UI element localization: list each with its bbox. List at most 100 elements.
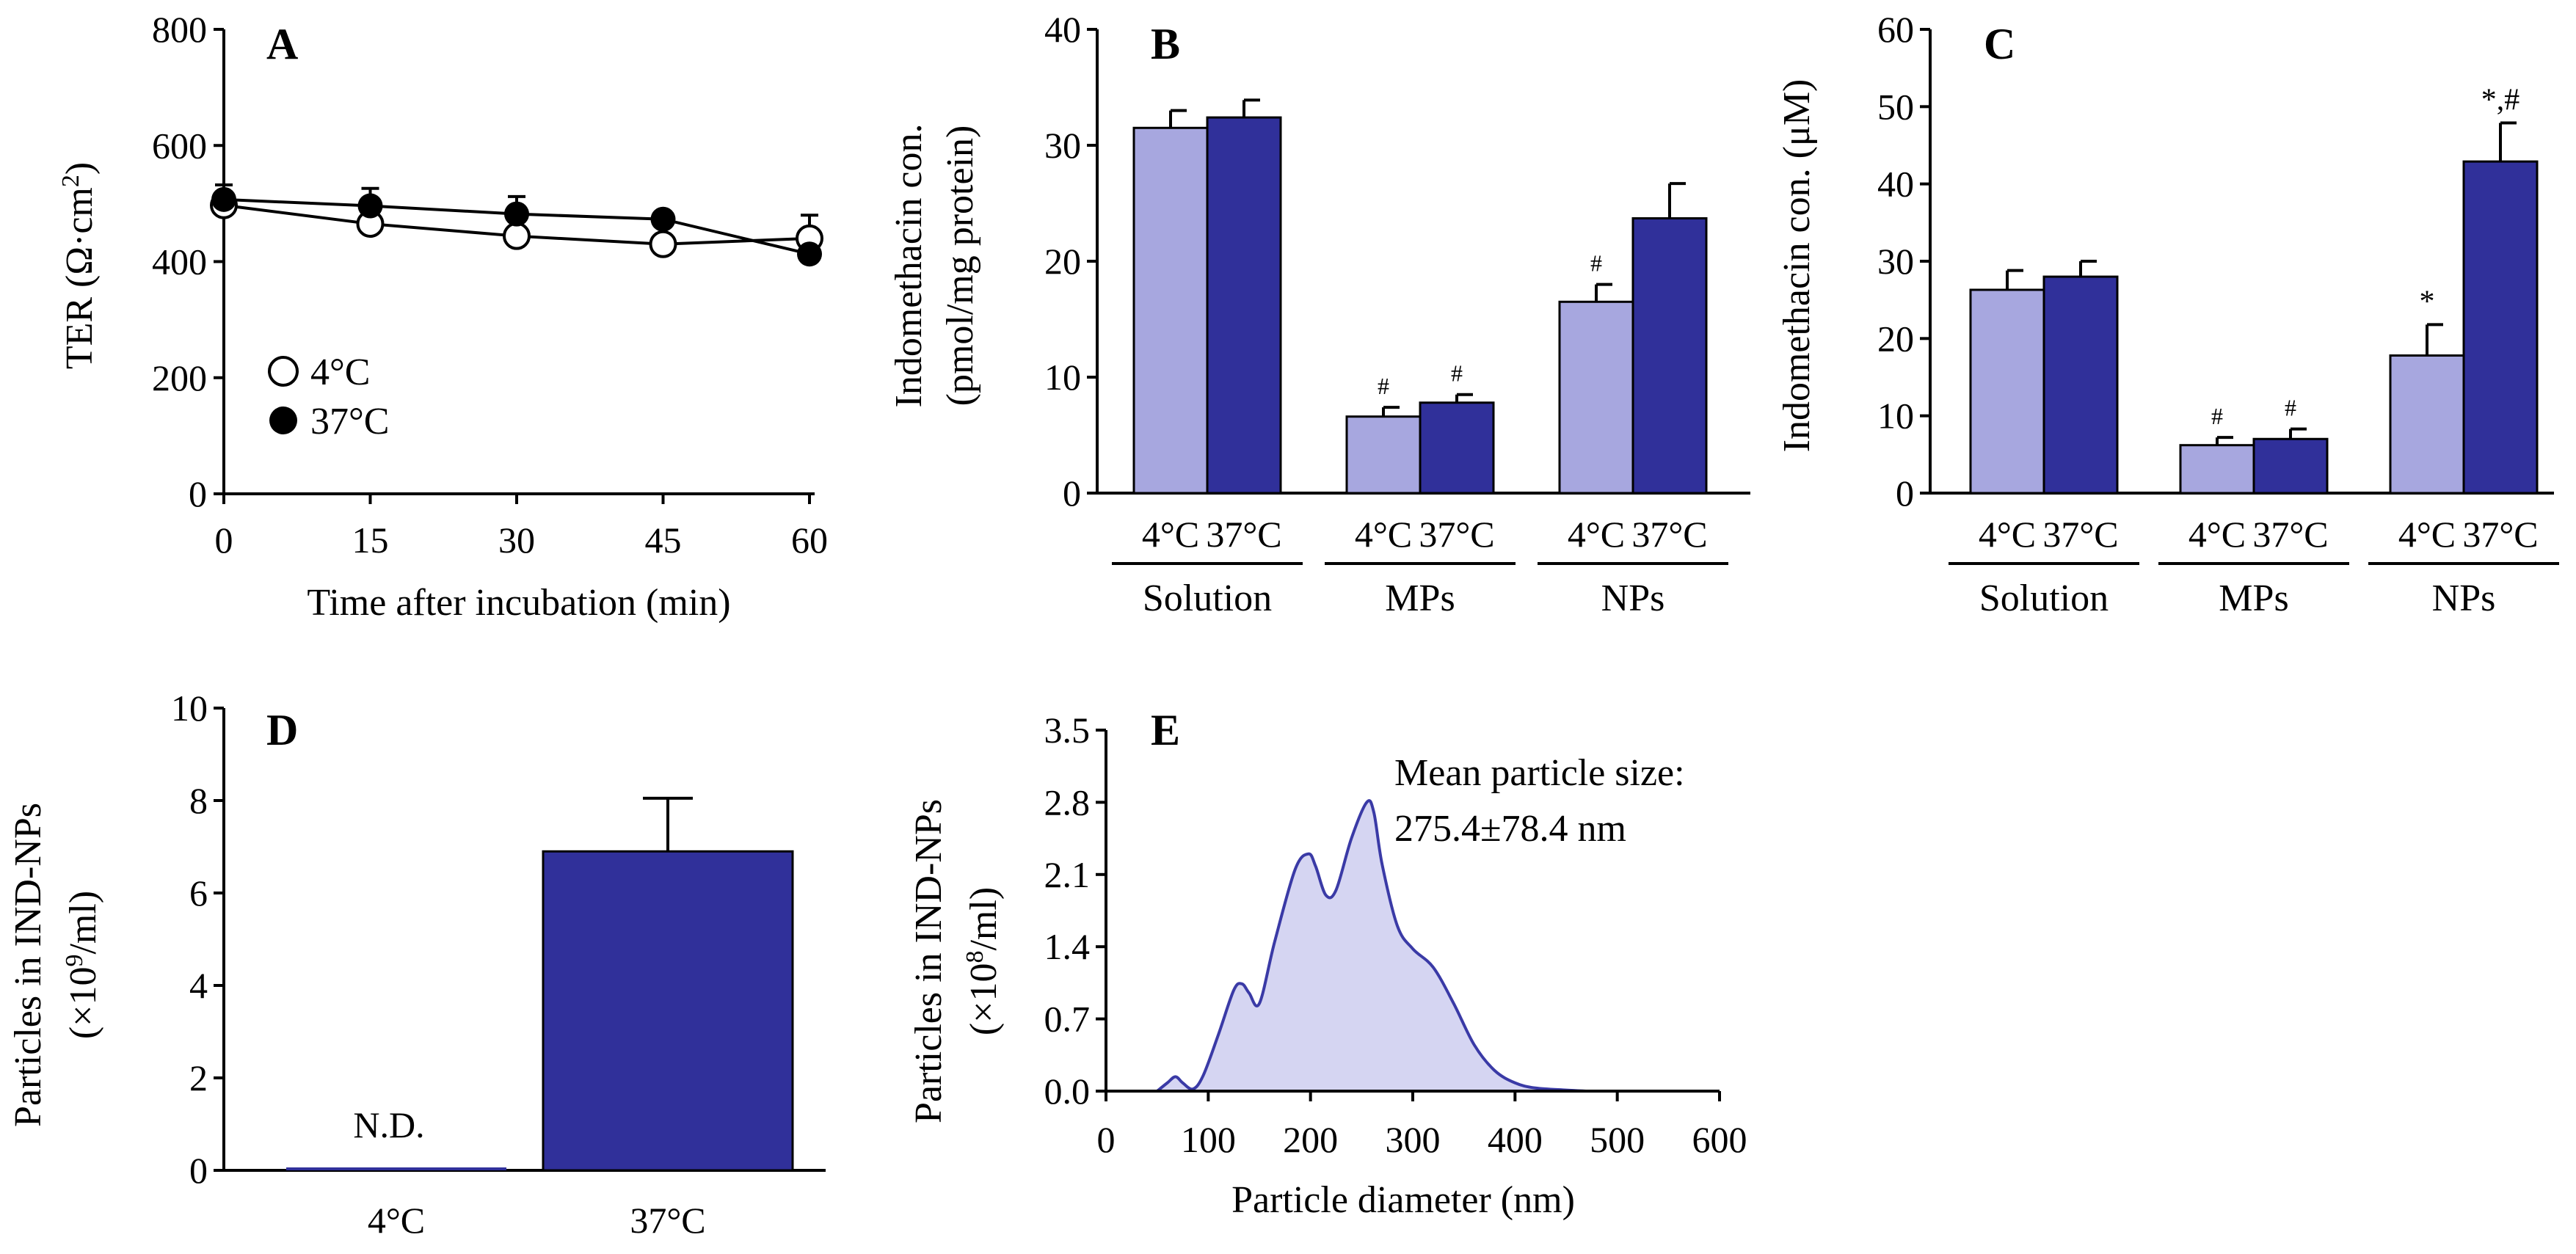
c-plot-sublabel: 4°C: [2188, 514, 2246, 555]
d-annotation: N.D.: [353, 1104, 424, 1145]
b-plot-bar: [1206, 116, 1282, 495]
legend-label-37c: 37°C: [310, 401, 389, 442]
e-area-fill: [1157, 801, 1587, 1091]
c-plot-bar: [2179, 444, 2255, 495]
c-plot-sublabel: 37°C: [2042, 514, 2118, 555]
b-plot-ytick-label: 20: [1044, 241, 1081, 282]
a-point-filled: [650, 206, 676, 232]
c-plot-ytick-label: 20: [1877, 318, 1914, 359]
b-plot-sublabel: 37°C: [1631, 514, 1707, 555]
c-plot-ytick-label: 30: [1877, 241, 1914, 282]
e-xtick-label: 400: [1488, 1119, 1543, 1160]
panel-e-ylabel-2: (×108/ml): [961, 887, 1005, 1035]
c-plot-ytick-label: 0: [1896, 473, 1914, 514]
b-plot-sublabel: 37°C: [1419, 514, 1494, 555]
d-ytick-label: 8: [189, 780, 208, 821]
c-plot-sublabel: 37°C: [2462, 514, 2538, 555]
d-bar: [542, 850, 794, 1172]
d-ytick-label: 2: [189, 1057, 208, 1098]
legend-label-4c: 4°C: [310, 351, 370, 393]
c-plot-ytick-label: 60: [1877, 9, 1914, 50]
e-area-line: [1156, 799, 1587, 1093]
e-xtick-label: 600: [1692, 1119, 1747, 1160]
d-ytick-label: 10: [171, 688, 208, 729]
a-ytick-label: 200: [152, 357, 207, 398]
c-plot-bar: [2042, 275, 2119, 495]
a-xtick-label: 45: [645, 520, 682, 561]
a-ytick-label: 600: [152, 125, 207, 166]
c-plot-group-label: NPs: [2432, 577, 2496, 619]
b-plot-group-label: Solution: [1143, 577, 1272, 619]
b-plot-bar: [1558, 300, 1634, 495]
e-ytick-label: 0.7: [1044, 999, 1091, 1040]
e-ytick-label: 1.4: [1044, 926, 1091, 967]
d-xtick-label: 4°C: [368, 1200, 425, 1241]
panel-b-ylabel-1: Indomethacin con.: [888, 124, 930, 408]
c-plot-bar: [1969, 288, 2045, 495]
c-plot-annotation: *: [2420, 285, 2435, 318]
a-xtick-label: 30: [498, 520, 535, 561]
a-point-open: [649, 230, 677, 258]
d-ytick-label: 0: [189, 1150, 208, 1191]
a-point-filled: [357, 193, 383, 219]
panel-d-ylabel-2: (×109/ml): [61, 891, 104, 1039]
legend-marker-open: [268, 356, 299, 387]
c-plot-sublabel: 37°C: [2252, 514, 2328, 555]
e-ytick-label: 3.5: [1044, 710, 1091, 751]
b-plot-ytick-label: 10: [1044, 357, 1081, 398]
a-point-filled: [797, 241, 822, 267]
b-plot-sublabel: 4°C: [1142, 514, 1199, 555]
a-xtick-label: 60: [791, 520, 828, 561]
panel-c-ylabel: Indomethacin con. (μM): [1776, 79, 1818, 453]
panel-e-annotation-2: 275.4±78.4 nm: [1394, 808, 1626, 850]
a-ytick-label: 800: [152, 9, 207, 50]
e-ytick-label: 2.1: [1044, 854, 1091, 895]
d-ytick-label: 6: [189, 872, 208, 914]
b-plot-bar: [1132, 126, 1209, 495]
c-plot-group-label: MPs: [2219, 577, 2288, 619]
e-ytick-label: 2.8: [1044, 781, 1091, 823]
e-xtick-label: 500: [1590, 1119, 1645, 1160]
panel-a-ylabel: TER (Ω·cm2): [57, 162, 101, 369]
b-plot-bar: [1631, 217, 1708, 495]
panel-b-label: B: [1151, 20, 1180, 68]
a-point-filled: [504, 201, 529, 227]
e-xtick-label: 200: [1283, 1119, 1338, 1160]
e-xtick-label: 100: [1181, 1119, 1236, 1160]
c-plot-bar: [2252, 437, 2329, 495]
a-xtick-label: 0: [215, 520, 233, 561]
b-plot-bar: [1345, 415, 1422, 495]
panel-a-xlabel: Time after incubation (min): [307, 582, 730, 624]
c-plot-group-label: Solution: [1979, 577, 2109, 619]
c-plot-bar: [2389, 354, 2465, 495]
panel-e-label: E: [1151, 706, 1180, 754]
c-plot-annotation: *,#: [2481, 83, 2520, 117]
e-xtick-label: 300: [1386, 1119, 1441, 1160]
a-ytick-label: 0: [189, 473, 207, 514]
c-plot-annotation: #: [2285, 395, 2296, 421]
b-plot-annotation: #: [1590, 250, 1602, 277]
panel-e-xlabel: Particle diameter (nm): [1231, 1179, 1575, 1221]
panel-a: A 0 200 400 600 800 0 15 30 45 60 Time after inc…: [57, 9, 828, 624]
panel-e-ylabel-1: Particles in IND-NPs: [908, 799, 950, 1123]
panel-c-label: C: [1984, 20, 2015, 68]
panel-e-annotation-1: Mean particle size:: [1394, 752, 1685, 794]
legend-marker-filled: [269, 407, 297, 434]
b-plot-sublabel: 37°C: [1206, 514, 1281, 555]
b-plot-group-label: NPs: [1601, 577, 1665, 619]
c-plot-bar: [2462, 160, 2539, 495]
b-plot-sublabel: 4°C: [1355, 514, 1412, 555]
a-ytick-label: 400: [152, 241, 207, 282]
c-plot-annotation: #: [2211, 403, 2223, 429]
panel-b-ylabel-2: (pmol/mg protein): [939, 125, 981, 407]
b-plot-annotation: #: [1451, 360, 1463, 387]
panel-d-label: D: [266, 706, 298, 754]
b-plot-ytick-label: 40: [1044, 9, 1081, 50]
panel-d-ylabel-1: Particles in IND-NPs: [7, 803, 49, 1127]
b-plot-ytick-label: 30: [1044, 125, 1081, 166]
b-plot-annotation: #: [1378, 373, 1389, 399]
b-plot-ytick-label: 0: [1063, 473, 1081, 514]
